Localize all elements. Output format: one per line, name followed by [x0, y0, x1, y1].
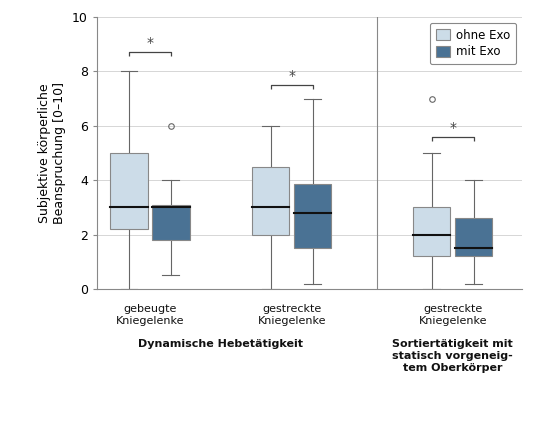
Bar: [413, 207, 450, 256]
Legend: ohne Exo, mit Exo: ohne Exo, mit Exo: [430, 23, 516, 64]
Bar: [455, 218, 492, 256]
Text: gestreckte
Kniegelenke: gestreckte Kniegelenke: [419, 304, 487, 326]
Text: gebeugte
Kniegelenke: gebeugte Kniegelenke: [116, 304, 184, 326]
Bar: [294, 184, 331, 248]
Text: gestreckte
Kniegelenke: gestreckte Kniegelenke: [257, 304, 326, 326]
Text: Dynamische Hebetätigkeit: Dynamische Hebetätigkeit: [138, 339, 303, 349]
Text: Sortiertätigkeit mit
statisch vorgeneig-
tem Oberkörper: Sortiertätigkeit mit statisch vorgeneig-…: [392, 339, 513, 373]
Text: *: *: [449, 121, 456, 134]
Bar: [252, 167, 289, 235]
Bar: [152, 205, 189, 240]
Text: *: *: [146, 36, 153, 50]
Y-axis label: Subjektive körperliche
Beanspruchung [0–10]: Subjektive körperliche Beanspruchung [0–…: [38, 82, 66, 224]
Bar: [110, 153, 148, 229]
Text: *: *: [288, 69, 295, 83]
